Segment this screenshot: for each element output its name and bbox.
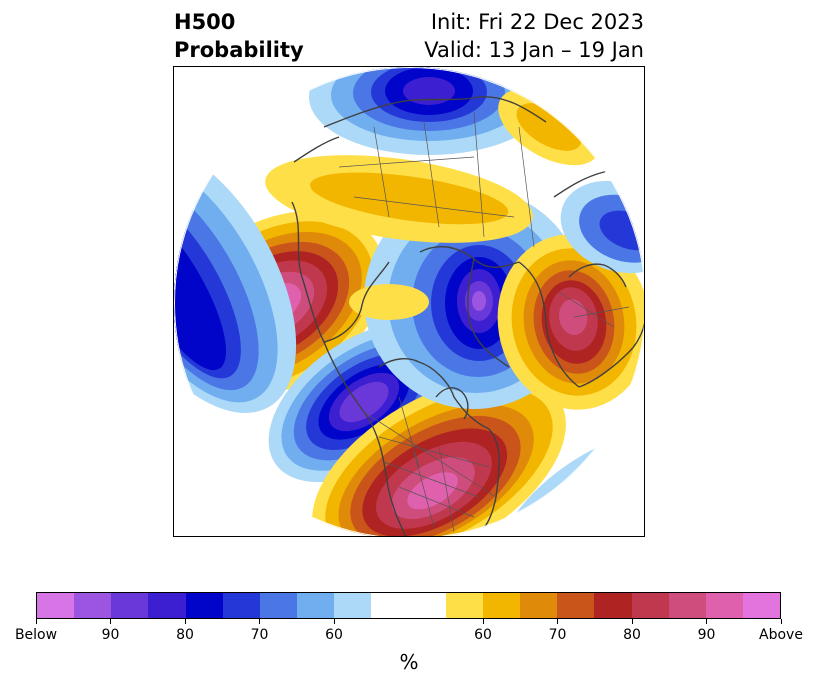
- colorbar-tick-label: 80: [176, 627, 194, 643]
- colorbar: [36, 592, 781, 619]
- colorbar-tick-label: Below: [14, 627, 58, 643]
- colorbar-tick-mark: [333, 619, 335, 624]
- colorbar-tick-mark: [706, 619, 707, 624]
- title-line-1: H500: [174, 10, 236, 34]
- colorbar-tick-mark: [259, 619, 260, 624]
- colorbar-tick-mark: [482, 619, 484, 624]
- colorbar-tick-mark: [780, 619, 782, 624]
- colorbar-segment: [37, 593, 75, 618]
- title-line-2: Probability: [174, 38, 304, 62]
- colorbar-segment: [111, 593, 149, 618]
- colorbar-segment: [631, 593, 669, 618]
- polar-map: [173, 66, 645, 537]
- colorbar-segment: [185, 593, 223, 618]
- colorbar-segment: [742, 593, 781, 618]
- colorbar-unit-label: %: [399, 650, 419, 674]
- colorbar-segment: [74, 593, 112, 618]
- colorbar-tick-mark: [184, 619, 186, 624]
- colorbar-segment: [222, 593, 260, 618]
- colorbar-segment: [557, 593, 595, 618]
- colorbar-segment: [408, 593, 446, 618]
- colorbar-segment: [705, 593, 743, 618]
- valid-date: Valid: 13 Jan – 19 Jan: [424, 38, 644, 62]
- anomaly-hudson-above: [349, 284, 429, 320]
- colorbar-tick-label: 60: [325, 627, 343, 643]
- colorbar-segment: [297, 593, 335, 618]
- colorbar-segment: [594, 593, 632, 618]
- probability-field: [174, 67, 644, 536]
- anomaly-europe-above: [497, 234, 644, 410]
- colorbar-segment: [445, 593, 483, 618]
- colorbar-tick-label: 70: [548, 627, 567, 643]
- colorbar-segment: [259, 593, 298, 618]
- colorbar-segment: [668, 593, 706, 618]
- probability-map-svg: [174, 67, 644, 536]
- colorbar-segment: [520, 593, 558, 618]
- colorbar-tick-label: 70: [250, 627, 269, 643]
- colorbar-tick-mark: [35, 619, 37, 624]
- date-info: Init: Fri 22 Dec 2023 Valid: 13 Jan – 19…: [424, 8, 644, 64]
- colorbar-tick-label: Above: [759, 627, 803, 643]
- colorbar-tick-mark: [631, 619, 633, 624]
- anomaly-arctic-canada-above: [265, 155, 533, 243]
- colorbar-segment: [148, 593, 186, 618]
- colorbar-tick-label: 90: [697, 627, 716, 643]
- colorbar-tick-mark: [557, 619, 558, 624]
- colorbar-tick-label: 80: [623, 627, 641, 643]
- colorbar-tick-label: 90: [101, 627, 120, 643]
- colorbar-tick-label: 60: [474, 627, 492, 643]
- colorbar-segment: [482, 593, 521, 618]
- colorbar-segment: [334, 593, 372, 618]
- anomaly-west-below: [174, 141, 297, 413]
- chart-title: H500 Probability: [174, 8, 304, 64]
- init-date: Init: Fri 22 Dec 2023: [430, 10, 644, 34]
- borders: [338, 111, 630, 533]
- colorbar-tick-mark: [110, 619, 111, 624]
- colorbar-segment: [371, 593, 409, 618]
